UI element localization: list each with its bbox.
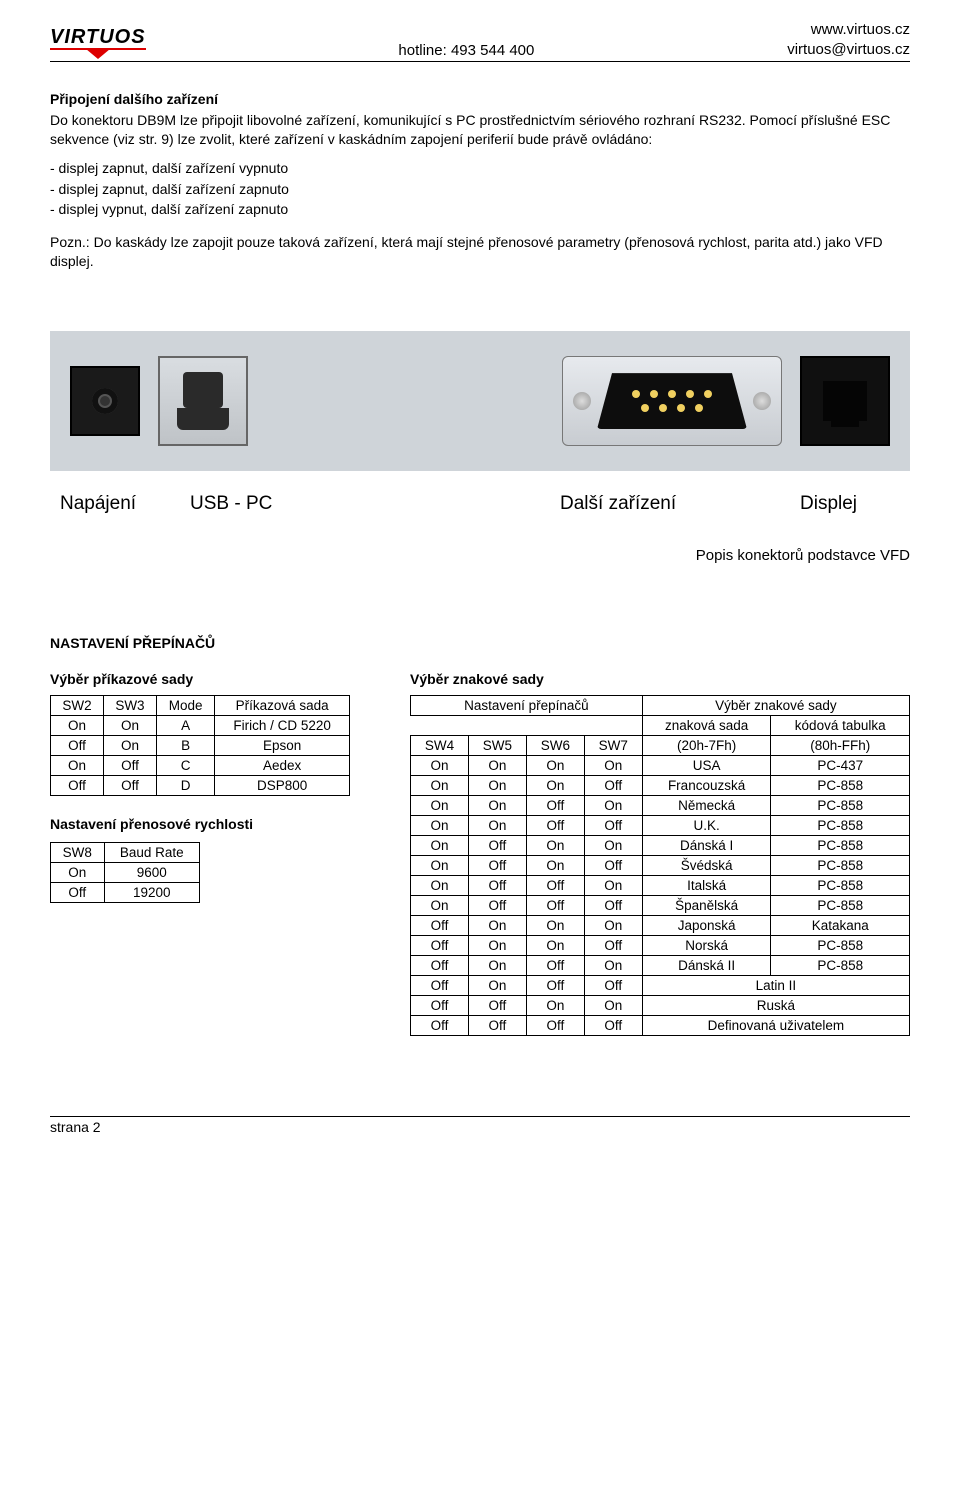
logo-text: VIRTUOS xyxy=(50,27,146,50)
head-charset: Výběr znakové sady xyxy=(642,696,909,716)
figure-caption: Popis konektorů podstavce VFD xyxy=(50,547,910,564)
table-row: OffOffDDSP800 xyxy=(51,776,350,796)
dc-jack-icon xyxy=(70,366,140,436)
db9-connector-icon xyxy=(562,356,782,446)
col-cmdset: Příkazová sada xyxy=(215,696,350,716)
header-url: www.virtuos.cz xyxy=(787,20,910,40)
col-sw2: SW2 xyxy=(51,696,104,716)
table-row: OnOffCAedex xyxy=(51,756,350,776)
head-switches: Nastavení přepínačů xyxy=(411,696,643,716)
col-sw3: SW3 xyxy=(103,696,156,716)
table-row: Nastavení přepínačů Výběr znakové sady xyxy=(411,696,910,716)
command-set-table: SW2 SW3 Mode Příkazová sada OnOnAFirich … xyxy=(50,695,350,796)
table-row: OffOffOnOnRuská xyxy=(411,996,910,1016)
bullet-1: - displej zapnut, další zařízení vypnuto xyxy=(50,159,910,178)
table-row: OffOnBEpson xyxy=(51,736,350,756)
connector-labels: Napájení USB - PC Další zařízení Displej xyxy=(50,493,910,515)
label-power: Napájení xyxy=(60,493,190,515)
table-row: OffOnOffOffLatin II xyxy=(411,976,910,996)
section-title: Připojení dalšího zařízení xyxy=(50,90,910,109)
usb-b-icon xyxy=(158,356,248,446)
table-row: SW8Baud Rate xyxy=(51,843,200,863)
table-row: OffOffOffOffDefinovaná uživatelem xyxy=(411,1016,910,1036)
table-row: SW2 SW3 Mode Příkazová sada xyxy=(51,696,350,716)
table-row: OnOffOnOffŠvédskáPC-858 xyxy=(411,856,910,876)
table-row: On9600 xyxy=(51,863,200,883)
sub-codepage: kódová tabulka xyxy=(771,716,910,736)
cmd-set-heading: Výběr příkazové sady xyxy=(50,671,350,687)
table-row: OffOnOffOnDánská IIPC-858 xyxy=(411,956,910,976)
baud-heading: Nastavení přenosové rychlosti xyxy=(50,816,350,832)
label-usb: USB - PC xyxy=(190,493,370,515)
page-header: VIRTUOS hotline: 493 544 400 www.virtuos… xyxy=(50,20,910,62)
label-display: Displej xyxy=(800,493,900,515)
table-row: OnOnOnOnUSAPC-437 xyxy=(411,756,910,776)
connectors-illustration xyxy=(50,331,910,471)
header-contact: www.virtuos.cz virtuos@virtuos.cz xyxy=(787,20,910,59)
table-row: OnOnAFirich / CD 5220 xyxy=(51,716,350,736)
table-row: OffOnOnOnJaponskáKatakana xyxy=(411,916,910,936)
col-mode: Mode xyxy=(156,696,214,716)
bullet-2: - displej zapnut, další zařízení zapnuto xyxy=(50,180,910,199)
baud-rate-table: SW8Baud Rate On9600 Off19200 xyxy=(50,842,200,903)
table-row: Off19200 xyxy=(51,883,200,903)
sub-charset: znaková sada xyxy=(642,716,771,736)
switches-title: NASTAVENÍ PŘEPÍNAČŮ xyxy=(50,634,910,653)
table-row: OnOffOffOffŠpanělskáPC-858 xyxy=(411,896,910,916)
table-row: OnOnOffOffU.K.PC-858 xyxy=(411,816,910,836)
label-other-device: Další zařízení xyxy=(560,493,800,515)
paragraph-intro: Do konektoru DB9M lze připojit libovolné… xyxy=(50,111,910,149)
charset-heading: Výběr znakové sady xyxy=(410,671,910,687)
logo-triangle-icon xyxy=(86,49,110,59)
hotline-text: hotline: 493 544 400 xyxy=(398,42,534,59)
logo: VIRTUOS xyxy=(50,27,146,59)
table-row: OnOffOffOnItalskáPC-858 xyxy=(411,876,910,896)
page-footer: strana 2 xyxy=(50,1116,910,1135)
table-row: OffOnOnOffNorskáPC-858 xyxy=(411,936,910,956)
table-row: SW4 SW5 SW6 SW7 (20h-7Fh) (80h-FFh) xyxy=(411,736,910,756)
table-row: OnOffOnOnDánská IPC-858 xyxy=(411,836,910,856)
header-email: virtuos@virtuos.cz xyxy=(787,40,910,60)
table-row: OnOnOffOnNěmeckáPC-858 xyxy=(411,796,910,816)
bullet-3: - displej vypnut, další zařízení zapnuto xyxy=(50,200,910,219)
table-row: znaková sada kódová tabulka xyxy=(411,716,910,736)
note-text: Pozn.: Do kaskády lze zapojit pouze tako… xyxy=(50,233,910,271)
rj-connector-icon xyxy=(800,356,890,446)
table-row: OnOnOnOffFrancouzskáPC-858 xyxy=(411,776,910,796)
charset-table: Nastavení přepínačů Výběr znakové sady z… xyxy=(410,695,910,1036)
